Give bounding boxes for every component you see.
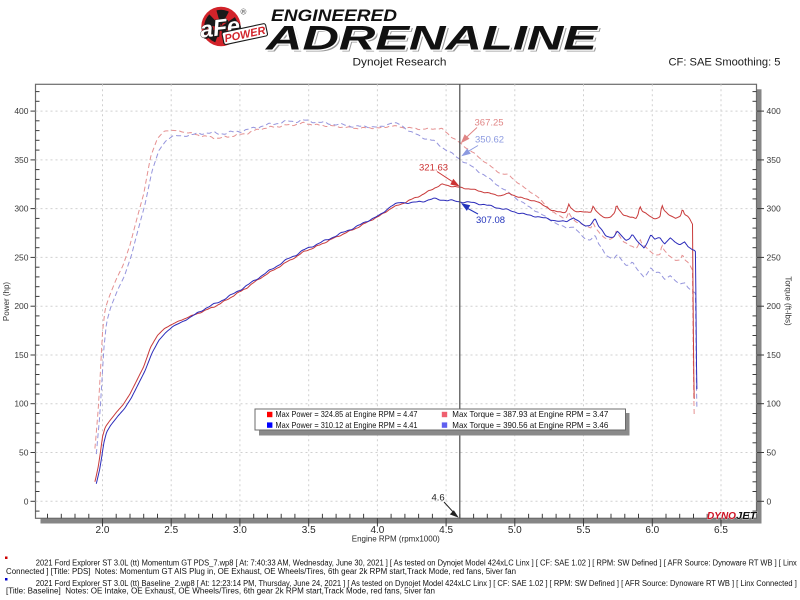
- svg-text:5.0: 5.0: [508, 525, 522, 536]
- svg-text:321.63: 321.63: [419, 163, 448, 174]
- svg-text:350: 350: [767, 155, 781, 165]
- svg-text:JET: JET: [736, 510, 758, 522]
- svg-text:3.5: 3.5: [302, 525, 316, 536]
- svg-text:250: 250: [767, 252, 781, 262]
- svg-text:400: 400: [767, 106, 781, 116]
- svg-text:350.62: 350.62: [475, 135, 504, 146]
- svg-text:6.0: 6.0: [645, 525, 659, 536]
- svg-text:5.5: 5.5: [577, 525, 591, 536]
- svg-text:[Title: Baseline] Notes: OE I: [Title: Baseline] Notes: OE Intake, OE E…: [6, 586, 435, 595]
- svg-text:100: 100: [14, 399, 28, 409]
- svg-text:50: 50: [767, 448, 777, 458]
- svg-text:100: 100: [767, 399, 781, 409]
- svg-text:0: 0: [767, 496, 772, 506]
- svg-text:2.0: 2.0: [96, 525, 110, 536]
- svg-text:Torque (ft-lbs): Torque (ft-lbs): [784, 276, 793, 326]
- svg-text:ADRENALINE: ADRENALINE: [265, 19, 599, 57]
- svg-text:4.6: 4.6: [432, 493, 445, 504]
- svg-text:Max Power = 310.12 at Engine R: Max Power = 310.12 at Engine RPM = 4.41: [276, 420, 418, 430]
- svg-text:4.0: 4.0: [370, 525, 384, 536]
- svg-text:DYNO: DYNO: [707, 510, 736, 522]
- svg-text:Max Power = 324.85 at Engine R: Max Power = 324.85 at Engine RPM = 4.47: [276, 409, 418, 419]
- svg-text:Dynojet Research: Dynojet Research: [353, 57, 447, 69]
- svg-text:®: ®: [241, 8, 247, 17]
- svg-text:307.08: 307.08: [476, 215, 505, 226]
- svg-text:150: 150: [14, 350, 28, 360]
- svg-text:Power (hp): Power (hp): [2, 282, 11, 321]
- svg-text:2021 Ford Explorer ST 3.0L (tt: 2021 Ford Explorer ST 3.0L (tt) Baseline…: [36, 579, 797, 588]
- svg-text:350: 350: [14, 155, 28, 165]
- svg-text:300: 300: [14, 204, 28, 214]
- svg-text:200: 200: [767, 301, 781, 311]
- svg-text:400: 400: [14, 106, 28, 116]
- svg-text:2.5: 2.5: [164, 525, 178, 536]
- svg-text:0: 0: [24, 496, 29, 506]
- svg-text:6.5: 6.5: [714, 525, 728, 536]
- svg-text:150: 150: [767, 350, 781, 360]
- svg-text:ADRENALINE: ADRENALINE: [267, 21, 601, 59]
- svg-text:Max Torque = 390.56 at Engine: Max Torque = 390.56 at Engine RPM = 3.46: [452, 420, 608, 430]
- svg-text:4.5: 4.5: [439, 525, 453, 536]
- svg-text:Engine RPM (rpmx1000): Engine RPM (rpmx1000): [352, 535, 440, 544]
- svg-text:367.25: 367.25: [475, 117, 504, 128]
- svg-text:200: 200: [14, 301, 28, 311]
- svg-text:250: 250: [14, 252, 28, 262]
- svg-text:Connected ] [Title: PDS] Note: Connected ] [Title: PDS] Notes: Momentum…: [6, 567, 516, 576]
- svg-text:2021 Ford Explorer ST 3.0L (tt: 2021 Ford Explorer ST 3.0L (tt) Momentum…: [36, 558, 797, 567]
- svg-text:CF: SAE Smoothing: 5: CF: SAE Smoothing: 5: [669, 57, 781, 69]
- svg-text:50: 50: [19, 448, 29, 458]
- svg-text:Max Torque = 387.93 at Engine: Max Torque = 387.93 at Engine RPM = 3.47: [452, 409, 608, 419]
- svg-text:3.0: 3.0: [233, 525, 247, 536]
- svg-text:ENGINEERED: ENGINEERED: [271, 7, 397, 25]
- svg-text:300: 300: [767, 204, 781, 214]
